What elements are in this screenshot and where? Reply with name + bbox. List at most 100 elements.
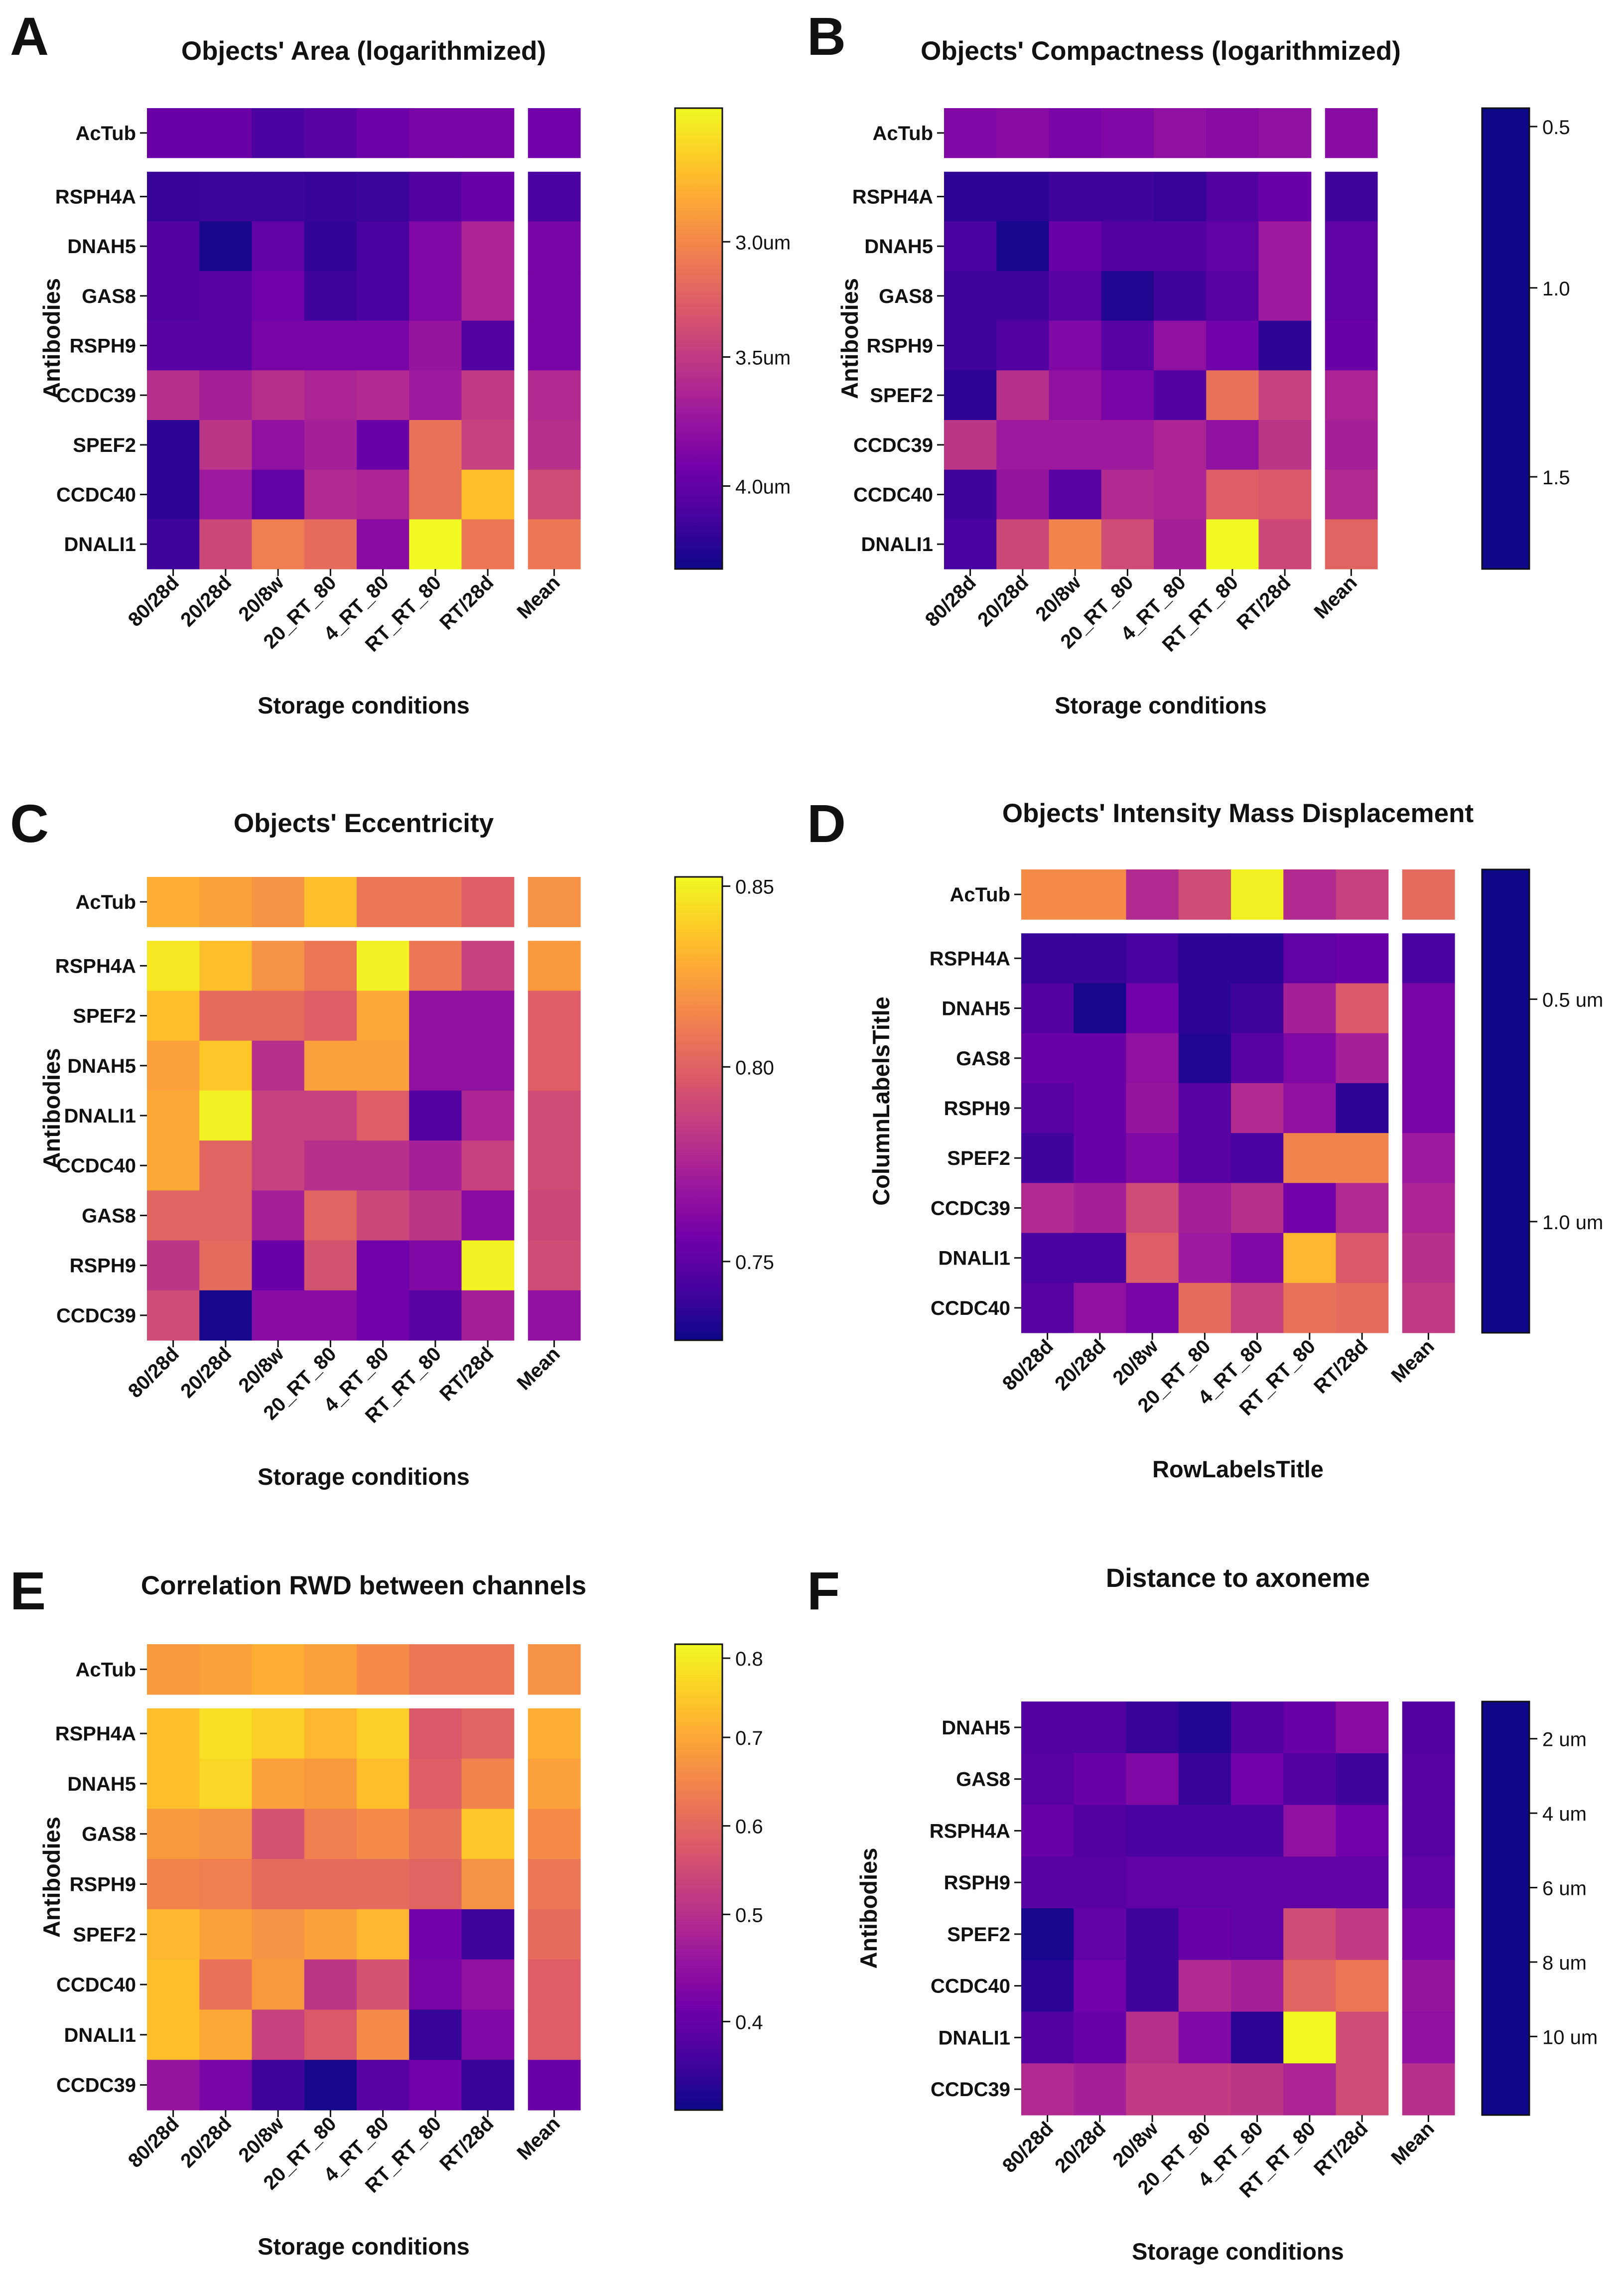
heatmap-cell (1283, 983, 1337, 1034)
heatmap-cell (357, 1040, 409, 1091)
x-axis-title: Storage conditions (1132, 2238, 1344, 2265)
heatmap-cell (357, 991, 409, 1041)
heatmap-cell (1258, 420, 1312, 470)
heatmap-cell (1283, 1856, 1337, 1909)
heatmap-cell (1402, 1282, 1455, 1333)
row-label: DNAH5 (67, 1055, 136, 1077)
colorbar (1481, 1701, 1530, 2116)
row-label: RSPH4A (930, 948, 1010, 970)
heatmap-cell (1126, 1960, 1179, 2012)
heatmap-cell (1074, 1908, 1127, 1961)
panel-title: Objects' Area (logarithmized) (181, 36, 546, 66)
heatmap-cell (147, 171, 200, 222)
heatmap-cell (409, 108, 462, 158)
heatmap-cell (1074, 983, 1127, 1034)
heatmap-cell (304, 1190, 357, 1241)
heatmap-cell (304, 1140, 357, 1191)
heatmap-cell (1402, 933, 1455, 984)
heatmap-cell (357, 1240, 409, 1291)
heatmap-cell (461, 1190, 515, 1241)
row-label: CCDC40 (853, 484, 933, 506)
heatmap-cell (199, 171, 253, 222)
heatmap-cell (199, 519, 253, 569)
heatmap-cell (357, 1708, 409, 1759)
heatmap-cell (1206, 320, 1259, 371)
colorbar-tick-label: 0.7 (735, 1727, 763, 1749)
heatmap-cell (147, 2009, 200, 2060)
heatmap-cell (252, 420, 305, 470)
row-label: RSPH4A (55, 1723, 136, 1745)
heatmap-cell (1178, 1805, 1231, 1857)
heatmap-cell (1206, 469, 1259, 520)
col-label: Mean (1387, 2118, 1438, 2169)
row-label: DNALI1 (64, 534, 136, 556)
heatmap-cell (357, 519, 409, 569)
heatmap-cell (357, 1859, 409, 1910)
heatmap-cell (528, 991, 581, 1041)
col-label: RT/28d (1310, 2118, 1372, 2180)
heatmap-cell (528, 1708, 581, 1759)
heatmap-cell (1231, 869, 1284, 920)
heatmap-cell (944, 320, 997, 371)
heatmap-cell (357, 941, 409, 992)
row-label: RSPH9 (70, 335, 136, 357)
panel-c: C Objects' Eccentricity AcTub RSPH4A SPEF2 DN… (10, 793, 774, 1490)
heatmap-cell (528, 1909, 581, 1960)
heatmap-cell (1154, 171, 1207, 222)
heatmap-cell (1021, 1856, 1074, 1909)
heatmap-cell (304, 1909, 357, 1960)
row-label: RSPH9 (867, 335, 933, 357)
heatmap-cell (1231, 2063, 1284, 2116)
col-label: Mean (513, 571, 564, 623)
heatmap-cell (1258, 519, 1312, 569)
heatmap-cell (1126, 1133, 1179, 1183)
col-label: 80/28d (921, 571, 980, 631)
row-label: DNALI1 (64, 1105, 136, 1127)
heatmap-cell (528, 1190, 581, 1241)
row-label: RSPH9 (70, 1874, 136, 1896)
heatmap-cell (528, 2060, 581, 2111)
heatmap-cell (1402, 1908, 1455, 1961)
heatmap-cell (1283, 1960, 1337, 2012)
heatmap-cell (1231, 1183, 1284, 1234)
colorbar-tick-label: 0.85 (735, 876, 774, 898)
heatmap-cell (996, 420, 1050, 470)
heatmap-cell (1101, 320, 1154, 371)
row-label: AcTub (76, 123, 136, 144)
heatmap-cell (409, 1859, 462, 1910)
heatmap-cell (1021, 2063, 1074, 2116)
heatmap-cell (1126, 1033, 1179, 1084)
heatmap-cell (1231, 1083, 1284, 1134)
heatmap-cell (409, 171, 462, 222)
heatmap-cell (1126, 1183, 1179, 1234)
heatmap-cell (1336, 1183, 1389, 1234)
colorbar-tick-label: 0.4 (735, 2011, 763, 2033)
row-label: RSPH9 (70, 1255, 136, 1277)
heatmap-cell (1325, 221, 1378, 272)
heatmap-cell (1206, 171, 1259, 222)
row-label: GAS8 (82, 1205, 136, 1227)
row-label: SPEF2 (73, 1924, 136, 1946)
heatmap-cell (1074, 1233, 1127, 1283)
colorbar-tick-label: 0.5 um (1542, 989, 1603, 1011)
colorbar-tick-label: 0.80 (735, 1057, 774, 1079)
heatmap-cell (304, 1758, 357, 1809)
row-label: CCDC40 (56, 484, 136, 506)
heatmap-cell (199, 1040, 253, 1091)
col-label: RT/28d (435, 1343, 498, 1405)
heatmap-cell (147, 877, 200, 927)
row-label: DNAH5 (942, 998, 1010, 1020)
heatmap-cell (409, 1090, 462, 1141)
heatmap-cell (461, 171, 515, 222)
heatmap-cells (147, 1644, 581, 2111)
heatmap-cell (1283, 869, 1337, 920)
col-label: Mean (1310, 571, 1361, 623)
heatmap-cell (1178, 869, 1231, 920)
heatmap-cell (199, 271, 253, 321)
col-label: 20/28d (176, 1343, 236, 1402)
heatmap-cell (409, 469, 462, 520)
heatmap-cell (357, 1959, 409, 2010)
heatmap-cell (147, 1859, 200, 1910)
heatmap-cell (1402, 1856, 1455, 1909)
heatmap-cell (1126, 933, 1179, 984)
